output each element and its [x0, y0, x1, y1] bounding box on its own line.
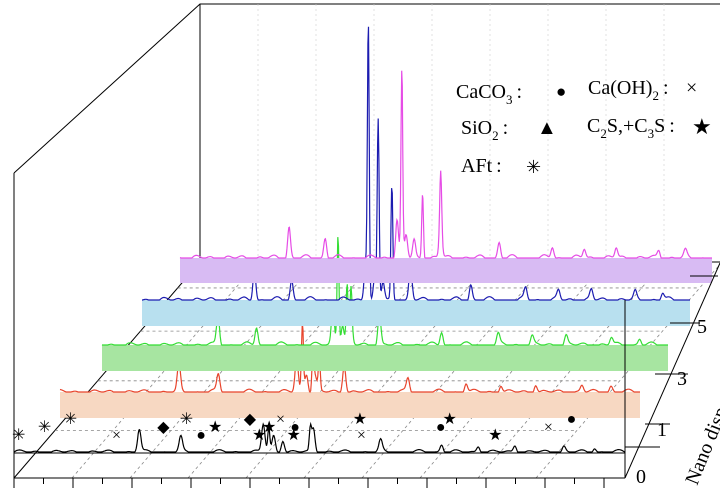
phase-marker-1: ✳ — [38, 419, 51, 436]
legend-symbol-sio2: ▲ — [537, 117, 557, 139]
series-5 — [142, 26, 690, 326]
series-band-5 — [142, 300, 690, 326]
series-band-1 — [60, 392, 640, 418]
x-axis-ticks — [13, 478, 605, 488]
series-band-7 — [180, 258, 712, 283]
legend-symbol-aft: ✳ — [526, 157, 541, 177]
phase-marker-14: ★ — [353, 411, 367, 428]
phase-marker-0: ✳ — [12, 427, 25, 444]
phase-marker-12: ★ — [286, 427, 300, 444]
legend-item-c2s-c3s: C2S,+C3S : ★ — [587, 114, 712, 141]
legend-item-caco3: CaCO3 : ● — [456, 81, 566, 107]
series-layer — [13, 26, 712, 453]
phase-marker-5: ✳ — [180, 411, 193, 428]
depth-tick-label-1: 1 — [657, 419, 667, 441]
legend-item-sio2: SiO2 : ▲ — [461, 117, 557, 143]
phase-marker-15: × — [357, 427, 366, 444]
phase-marker-10: ★ — [262, 419, 276, 436]
front-axis-box — [14, 300, 626, 479]
phase-marker-4: ◆ — [157, 419, 170, 436]
legend-label-aft: AFt : — [461, 155, 502, 177]
legend: CaCO3 : ● Ca(OH)2 : × SiO2 : ▲ C2S,+C3S … — [456, 77, 712, 177]
legend-symbol-caoh2: × — [686, 77, 697, 99]
series-7 — [179, 70, 712, 283]
phase-marker-2: ✳ — [64, 411, 77, 428]
legend-label-sio2: SiO2 : — [461, 117, 508, 143]
phase-marker-17: ★ — [443, 411, 457, 428]
phase-marker-layer: ✳ ✳ ✳× ◆ ✳● ★ ◆★★ ×★● ★× ●★★ × ● — [12, 411, 576, 444]
phase-marker-18: ★ — [488, 427, 502, 444]
series-line-5 — [142, 26, 690, 301]
phase-marker-3: × — [112, 427, 121, 444]
phase-marker-11: × — [276, 411, 285, 428]
series-0 — [13, 421, 626, 453]
legend-label-c2s-c3s: C2S,+C3S : — [587, 115, 675, 141]
series-line-1 — [59, 322, 640, 394]
legend-label-caco3: CaCO3 : — [456, 81, 522, 107]
phase-marker-9: ★ — [252, 427, 266, 444]
phase-marker-7: ★ — [208, 419, 222, 436]
depth-axis-label: Nano dispe — [681, 396, 720, 488]
phase-marker-20: ● — [567, 411, 577, 428]
legend-item-caoh2: Ca(OH)2 : × — [588, 77, 697, 103]
series-line-7 — [179, 70, 712, 259]
series-1 — [59, 322, 640, 418]
phase-marker-6: ● — [196, 427, 206, 444]
legend-symbol-caco3: ● — [556, 82, 566, 101]
depth-tick-label-5: 5 — [697, 316, 707, 338]
depth-tick-label-0: 0 — [636, 466, 646, 488]
series-line-3 — [101, 237, 668, 346]
legend-label-caoh2: Ca(OH)2 : — [588, 77, 669, 103]
legend-item-aft: AFt : ✳ — [461, 155, 541, 177]
series-band-3 — [102, 345, 668, 371]
depth-axis-line — [624, 262, 720, 479]
series-line-0 — [13, 421, 626, 453]
floor-grid — [54, 4, 720, 479]
depth-tick-label-3: 3 — [677, 368, 687, 390]
phase-marker-19: × — [544, 419, 553, 436]
depth-axis: 0 1 3 5 Nano dispe — [624, 262, 720, 488]
legend-symbol-c2s-c3s: ★ — [692, 114, 712, 139]
phase-marker-13: ● — [290, 419, 300, 436]
series-3 — [101, 237, 668, 371]
phase-marker-8: ◆ — [244, 411, 257, 428]
phase-marker-16: ● — [436, 419, 446, 436]
